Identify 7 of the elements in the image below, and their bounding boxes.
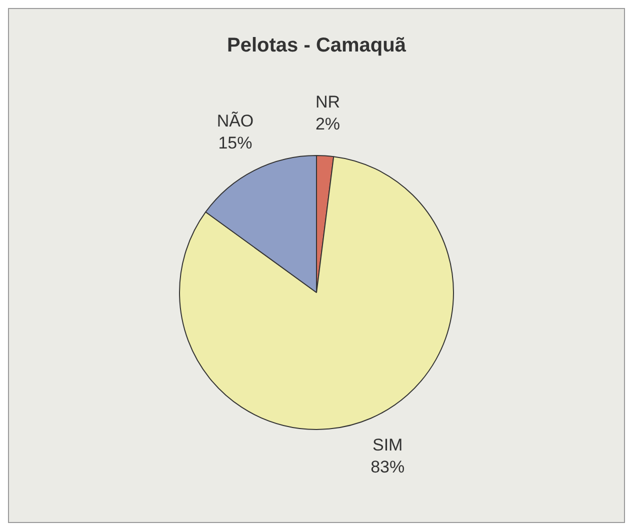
data-label: 15% xyxy=(218,134,252,153)
slice-label: NR xyxy=(315,92,340,112)
slice-label: NÃO xyxy=(216,112,254,131)
data-label: 2% xyxy=(315,114,340,134)
data-label: 83% xyxy=(370,457,405,476)
chart-title: Pelotas - Camaquã xyxy=(227,34,407,57)
slice-label: SIM xyxy=(372,435,403,454)
